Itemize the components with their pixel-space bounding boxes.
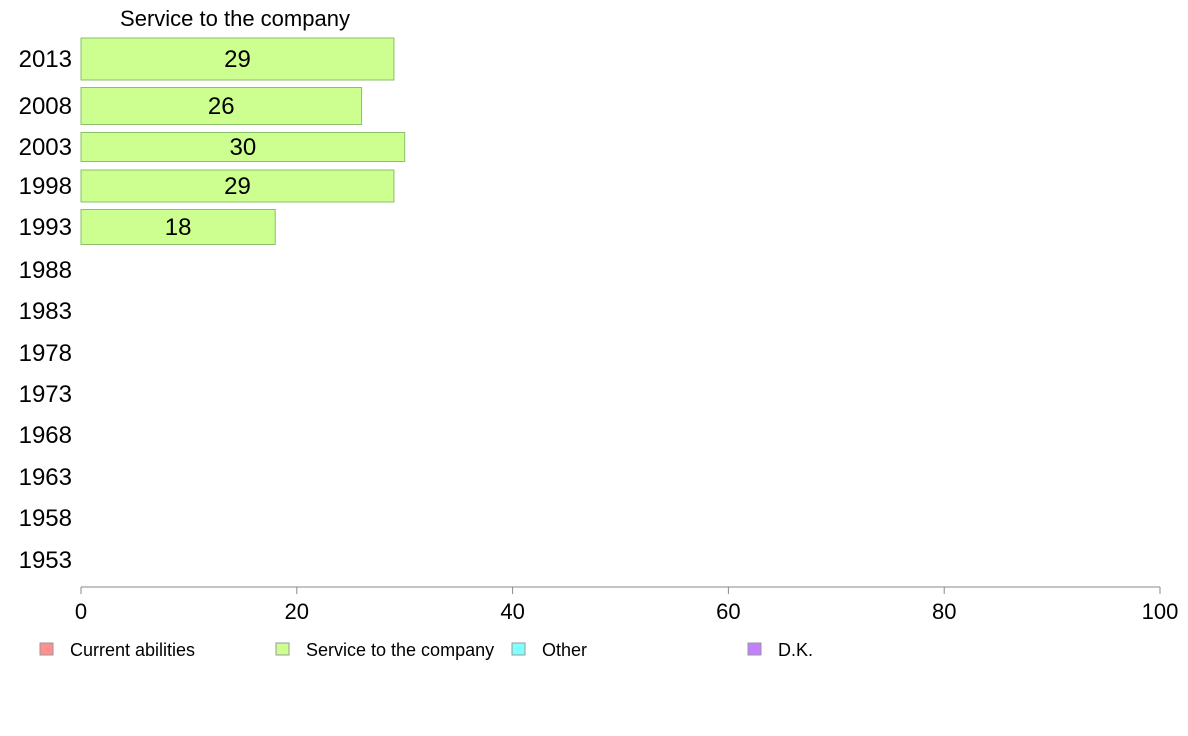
x-tick-label-0: 0 [75,599,87,624]
y-tick-label-1978: 1978 [19,340,72,367]
x-axis: 0 20 40 60 80 100 [75,586,1179,624]
x-tick-label-100: 100 [1142,599,1179,624]
legend-swatch-0 [39,642,54,656]
y-axis-labels: 2013 2008 2003 1998 1993 1988 1983 1978 1973 1968… [19,46,72,574]
x-tick-label-80: 80 [932,599,956,624]
x-tick-label-20: 20 [285,599,309,624]
bars-group: 29 26 30 29 18 [80,37,406,245]
y-tick-label-1998: 1998 [19,173,72,200]
legend-label-0: Current abilities [70,640,195,660]
y-tick-label-2008: 2008 [19,93,72,120]
bar-2003 [80,132,406,162]
y-tick-label-1973: 1973 [19,381,72,408]
y-tick-label-1963: 1963 [19,464,72,491]
y-tick-label-1958: 1958 [19,505,72,532]
data-label-1998: 29 [224,173,251,200]
bar-2008 [80,87,363,125]
y-tick-label-1988: 1988 [19,257,72,284]
data-label-2008: 26 [208,93,235,120]
chart-title: Service to the company [120,6,350,31]
x-tick-label-60: 60 [716,599,740,624]
legend-label-1: Service to the company [306,640,494,660]
y-tick-label-1953: 1953 [19,547,72,574]
y-tick-label-1983: 1983 [19,298,72,325]
legend-swatch-2 [511,642,526,656]
bar-1998 [80,169,395,203]
bar-2013 [80,37,395,81]
y-tick-label-2003: 2003 [19,134,72,161]
legend-label-2: Other [542,640,587,660]
y-tick-label-2013: 2013 [19,46,72,73]
legend-swatch-1 [275,642,290,656]
data-label-1993: 18 [165,214,192,241]
bar-1993 [80,209,276,245]
legend-label-3: D.K. [778,640,813,660]
legend-swatch-3 [747,642,762,656]
x-tick-label-40: 40 [500,599,524,624]
data-label-2013: 29 [224,46,251,73]
legend: Current abilities Service to the company O… [39,640,813,660]
y-tick-label-1968: 1968 [19,422,72,449]
data-label-2003: 30 [229,134,256,161]
y-tick-label-1993: 1993 [19,214,72,241]
